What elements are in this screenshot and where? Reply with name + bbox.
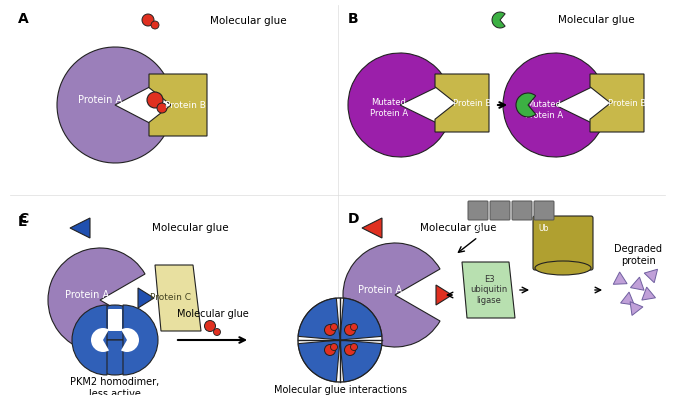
- Wedge shape: [121, 328, 139, 352]
- Polygon shape: [436, 285, 452, 305]
- Text: E3
ubiquitin
ligase: E3 ubiquitin ligase: [470, 275, 508, 305]
- Wedge shape: [343, 243, 440, 347]
- Polygon shape: [362, 218, 382, 238]
- Ellipse shape: [535, 261, 591, 275]
- Text: Molecular glue: Molecular glue: [210, 16, 287, 26]
- Polygon shape: [155, 265, 201, 331]
- Text: Ub: Ub: [539, 224, 549, 233]
- Wedge shape: [492, 12, 505, 28]
- Circle shape: [298, 298, 382, 382]
- Polygon shape: [435, 74, 489, 132]
- Text: Ub: Ub: [517, 224, 527, 233]
- Circle shape: [213, 329, 221, 335]
- Wedge shape: [80, 340, 150, 375]
- Text: E: E: [18, 215, 28, 229]
- Polygon shape: [149, 74, 207, 136]
- Wedge shape: [72, 305, 107, 375]
- Wedge shape: [48, 248, 145, 352]
- Text: Protein C: Protein C: [149, 293, 190, 303]
- Text: D: D: [348, 212, 360, 226]
- Text: Molecular glue: Molecular glue: [558, 15, 634, 25]
- Text: A: A: [18, 12, 29, 26]
- Wedge shape: [123, 305, 158, 375]
- Circle shape: [147, 92, 163, 108]
- Text: C: C: [18, 212, 28, 226]
- Circle shape: [331, 344, 338, 350]
- Text: Mutated
Protein A: Mutated Protein A: [370, 98, 408, 118]
- Text: PKM2 homodimer,
less active: PKM2 homodimer, less active: [70, 377, 159, 395]
- Wedge shape: [340, 340, 382, 382]
- Circle shape: [151, 21, 159, 29]
- Circle shape: [331, 324, 338, 331]
- Text: Protein B: Protein B: [165, 100, 205, 109]
- Text: Mutated
Protein A: Mutated Protein A: [525, 100, 563, 120]
- Text: Protein A: Protein A: [65, 290, 109, 300]
- Circle shape: [350, 324, 358, 331]
- Wedge shape: [298, 340, 340, 382]
- Polygon shape: [590, 74, 644, 132]
- Wedge shape: [57, 47, 167, 163]
- Circle shape: [325, 344, 335, 356]
- Wedge shape: [80, 305, 150, 340]
- FancyBboxPatch shape: [533, 216, 593, 270]
- Text: Molecular glue: Molecular glue: [420, 223, 497, 233]
- Circle shape: [325, 325, 335, 335]
- Wedge shape: [516, 93, 536, 117]
- Polygon shape: [630, 302, 643, 316]
- Text: Molecular glue interactions
stabilize PKM2 tetramer, more
active: Molecular glue interactions stabilize PK…: [266, 386, 414, 395]
- Wedge shape: [348, 53, 447, 157]
- Circle shape: [157, 103, 167, 113]
- Polygon shape: [614, 272, 627, 284]
- FancyBboxPatch shape: [468, 201, 488, 220]
- Text: Protein A: Protein A: [358, 285, 402, 295]
- FancyBboxPatch shape: [534, 201, 554, 220]
- Circle shape: [142, 14, 154, 26]
- FancyBboxPatch shape: [512, 201, 532, 220]
- Wedge shape: [91, 328, 109, 352]
- Text: Ub: Ub: [472, 224, 483, 233]
- Circle shape: [350, 344, 358, 350]
- Wedge shape: [340, 298, 382, 340]
- Polygon shape: [642, 287, 655, 300]
- Polygon shape: [620, 292, 634, 305]
- Polygon shape: [630, 277, 644, 290]
- FancyBboxPatch shape: [490, 201, 510, 220]
- Wedge shape: [503, 53, 601, 157]
- Text: Molecular glue: Molecular glue: [177, 309, 249, 319]
- Circle shape: [205, 320, 215, 331]
- Text: Degraded
protein: Degraded protein: [614, 244, 662, 266]
- Wedge shape: [298, 298, 340, 340]
- Circle shape: [344, 325, 356, 335]
- Polygon shape: [462, 262, 515, 318]
- Text: Molecular glue: Molecular glue: [152, 223, 229, 233]
- Polygon shape: [644, 269, 657, 283]
- Text: Protein A: Protein A: [78, 95, 122, 105]
- Text: Proteasome: Proteasome: [538, 288, 588, 297]
- Text: Protein B: Protein B: [453, 98, 491, 107]
- Circle shape: [344, 344, 356, 356]
- Text: Ub: Ub: [495, 224, 505, 233]
- Text: Protein B: Protein B: [608, 98, 646, 107]
- Polygon shape: [70, 218, 90, 238]
- Polygon shape: [138, 288, 154, 308]
- Text: B: B: [348, 12, 358, 26]
- FancyBboxPatch shape: [108, 309, 122, 331]
